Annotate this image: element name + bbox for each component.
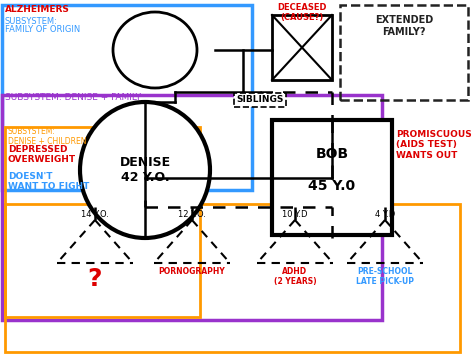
Text: ?: ? xyxy=(88,267,102,291)
Text: SUBSYSTEM:
DENISE + CHILDREN: SUBSYSTEM: DENISE + CHILDREN xyxy=(8,127,86,146)
Text: PRE-SCHOOL
LATE PICK-UP: PRE-SCHOOL LATE PICK-UP xyxy=(356,267,414,286)
FancyBboxPatch shape xyxy=(272,120,392,235)
Ellipse shape xyxy=(80,102,210,238)
FancyBboxPatch shape xyxy=(272,15,332,80)
Text: DENISE
42 Y.O.: DENISE 42 Y.O. xyxy=(119,156,171,184)
Text: FAMILY OF ORIGIN: FAMILY OF ORIGIN xyxy=(5,25,80,34)
Text: BOB

45 Y.0: BOB 45 Y.0 xyxy=(309,147,356,193)
Ellipse shape xyxy=(113,12,197,88)
Text: PROMISCUOUS
(AIDS TEST)
WANTS OUT: PROMISCUOUS (AIDS TEST) WANTS OUT xyxy=(396,130,472,160)
Text: ADHD
(2 YEARS): ADHD (2 YEARS) xyxy=(273,267,316,286)
Text: 14 Y.O.: 14 Y.O. xyxy=(81,210,109,219)
Text: SUBSYSTEM: DENISE + FAMILY: SUBSYSTEM: DENISE + FAMILY xyxy=(5,93,141,102)
Text: 4 Y.D: 4 Y.D xyxy=(375,210,395,219)
Text: DOESN'T
WANT TO FIGHT: DOESN'T WANT TO FIGHT xyxy=(8,172,90,191)
Text: SIBLINGS: SIBLINGS xyxy=(237,95,283,104)
Text: DECEASED
(CAUSE?): DECEASED (CAUSE?) xyxy=(277,3,327,22)
Text: EXTENDED
FAMILY?: EXTENDED FAMILY? xyxy=(375,15,433,37)
Text: ALZHEIMERS: ALZHEIMERS xyxy=(5,5,70,14)
Text: SUBSYSTEM:: SUBSYSTEM: xyxy=(5,17,58,26)
Text: DEPRESSED
OVERWEIGHT: DEPRESSED OVERWEIGHT xyxy=(8,145,76,164)
Text: 10 Y.D: 10 Y.D xyxy=(282,210,308,219)
Text: PORNOGRAPHY: PORNOGRAPHY xyxy=(159,267,225,276)
Text: 12 Y.O.: 12 Y.O. xyxy=(178,210,206,219)
